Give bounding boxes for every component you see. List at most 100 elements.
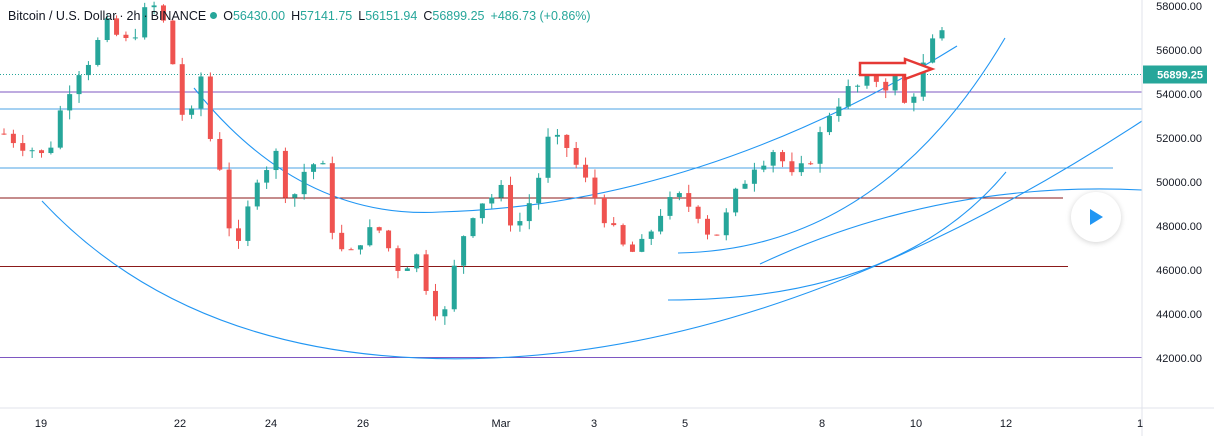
candle-body (236, 228, 241, 241)
candle-body (536, 177, 542, 204)
candle-body (142, 7, 148, 38)
x-tick-label: 5 (682, 418, 688, 430)
candle-body (705, 218, 710, 235)
candle-body (789, 161, 795, 173)
play-button[interactable] (1071, 192, 1121, 242)
arc-line (759, 188, 1143, 265)
candle-body (348, 249, 354, 251)
candle-body (817, 132, 823, 164)
candle-body (911, 96, 917, 103)
candle-body (1, 133, 7, 135)
market-status-icon (210, 12, 218, 20)
y-tick-label: 42000.00 (1156, 353, 1202, 365)
candle-body (714, 234, 720, 236)
candle-body (376, 227, 382, 231)
candle-body (76, 75, 82, 95)
candle-body (264, 170, 270, 183)
candle-body (301, 171, 307, 195)
y-tick-label: 46000.00 (1156, 265, 1202, 277)
candle-body (357, 245, 363, 250)
candle-body (826, 116, 832, 133)
candle-body (479, 203, 485, 219)
arc-line (677, 37, 1006, 254)
candle-body (742, 183, 748, 189)
candle-body (873, 70, 879, 82)
x-tick-label: 8 (819, 418, 825, 430)
arrow-annotation (858, 57, 936, 81)
candle-body (423, 254, 429, 291)
candle-body (611, 223, 617, 226)
candle-body (414, 254, 420, 269)
candle-body (10, 133, 16, 144)
candle-body (939, 30, 945, 39)
candle-body (132, 37, 138, 39)
high-label: H (291, 9, 301, 23)
x-tick-label: 24 (265, 418, 277, 430)
candle-body (151, 5, 157, 8)
candle-body (592, 177, 598, 198)
x-tick-label: 19 (35, 418, 47, 430)
candle-body (179, 64, 185, 115)
candle-body (254, 182, 260, 207)
chart-header: Bitcoin / U.S. Dollar · 2h · BINANCE O56430.0… (8, 9, 591, 23)
x-tick-label: 26 (357, 418, 369, 430)
candle-body (526, 203, 532, 222)
candle-body (583, 164, 589, 178)
candle-body (845, 86, 851, 107)
candle-body (114, 18, 120, 35)
candle-body (367, 227, 373, 246)
candle-body (780, 152, 786, 162)
candle-body (723, 212, 729, 236)
y-tick-label: 48000.00 (1156, 221, 1202, 233)
y-tick-label: 56000.00 (1156, 45, 1202, 57)
close-label: C (423, 9, 433, 23)
candle-body (648, 231, 654, 239)
candle-body (545, 136, 551, 178)
candle-body (217, 138, 223, 170)
candle-body (601, 197, 607, 224)
candle-body (517, 221, 523, 226)
last-price-tag (1143, 65, 1207, 84)
interval[interactable]: 2h (126, 9, 141, 23)
candle-body (282, 150, 288, 198)
low-value: 56151.94 (365, 9, 418, 23)
candle-body (489, 197, 495, 204)
candle-body (198, 76, 204, 109)
close-value: 56899.25 (432, 9, 485, 23)
candle-body (95, 39, 101, 65)
candle-body (442, 309, 448, 317)
candle-body (564, 134, 570, 148)
candle-body (883, 81, 889, 91)
last-price-label: 56899.25 (1157, 70, 1203, 82)
candle-body (761, 165, 767, 170)
play-icon (1090, 209, 1103, 225)
candle-body (892, 67, 898, 91)
y-tick-label: 54000.00 (1156, 89, 1202, 101)
x-tick-label: 22 (174, 418, 186, 430)
candle-body (160, 5, 166, 21)
symbol-name[interactable]: Bitcoin / U.S. Dollar (8, 9, 117, 23)
candle-body (48, 147, 54, 154)
x-tick-label: 10 (910, 418, 922, 430)
candle-body (207, 76, 213, 139)
candle-body (404, 268, 410, 271)
high-value: 57141.75 (300, 9, 353, 23)
x-tick-label: Mar (492, 418, 511, 430)
candle-body (189, 108, 195, 115)
candle-body (67, 94, 73, 111)
candle-body (508, 184, 514, 226)
candle-body (658, 215, 664, 232)
candle-body (245, 206, 251, 241)
x-tick-label: 1 (1137, 418, 1143, 430)
candle-body (29, 150, 35, 152)
candle-body (470, 218, 476, 237)
candle-body (864, 70, 870, 86)
candle-body (620, 225, 626, 245)
y-tick-label: 52000.00 (1156, 133, 1202, 145)
candle-body (311, 164, 317, 172)
exchange: BINANCE (150, 9, 207, 23)
candle-body (836, 106, 842, 117)
candle-body (920, 62, 926, 97)
